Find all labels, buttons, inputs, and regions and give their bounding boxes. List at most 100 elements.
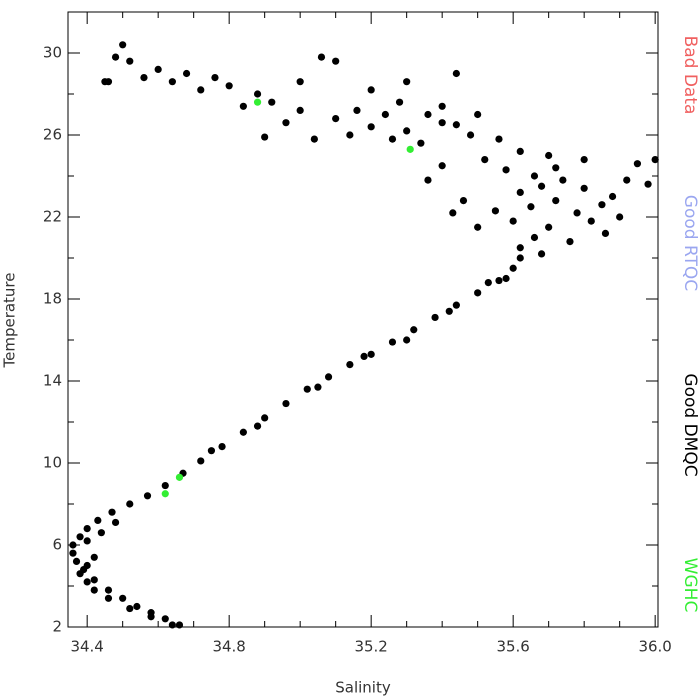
point <box>491 207 500 215</box>
point <box>424 176 432 184</box>
point <box>253 422 262 430</box>
point <box>367 350 375 358</box>
point <box>360 352 368 360</box>
legend-entry: WGHC <box>680 558 700 613</box>
point <box>474 289 482 297</box>
point <box>119 594 127 602</box>
point <box>197 457 205 465</box>
point <box>516 254 524 262</box>
point <box>261 414 269 422</box>
point <box>559 176 567 184</box>
point <box>616 213 624 221</box>
point <box>353 106 361 114</box>
point <box>143 492 152 500</box>
point <box>644 180 652 188</box>
y-tick-label: 26 <box>43 126 62 144</box>
point <box>388 135 397 143</box>
point <box>573 209 581 217</box>
point <box>527 203 535 211</box>
point <box>608 192 617 201</box>
x-tick-label: 35.6 <box>496 638 529 656</box>
y-tick-label: 22 <box>43 208 62 226</box>
point <box>516 188 524 196</box>
x-axis-label: Salinity <box>335 679 391 697</box>
point <box>332 115 340 123</box>
point <box>545 223 553 231</box>
point <box>268 98 276 106</box>
point <box>161 481 169 490</box>
point <box>211 74 219 82</box>
x-tick-label: 35.2 <box>354 638 387 656</box>
point <box>104 586 113 594</box>
point <box>282 119 290 127</box>
point <box>495 276 503 285</box>
point <box>509 264 517 272</box>
point <box>253 90 262 98</box>
point <box>346 361 354 369</box>
point <box>388 338 397 346</box>
y-tick-label: 30 <box>43 44 62 62</box>
point <box>424 110 432 119</box>
point <box>403 127 411 135</box>
legend-entry: Good DMQC <box>680 373 700 476</box>
point <box>406 145 414 153</box>
point <box>395 98 404 106</box>
point <box>168 621 176 629</box>
point <box>346 131 354 139</box>
y-tick-label: 14 <box>43 372 62 390</box>
point <box>516 244 524 252</box>
point <box>417 139 425 147</box>
point <box>516 147 524 155</box>
point <box>207 447 216 455</box>
point <box>502 274 510 283</box>
point <box>317 53 326 61</box>
point <box>83 525 91 533</box>
point <box>324 373 333 381</box>
point <box>83 578 91 586</box>
point <box>438 162 446 170</box>
y-tick-label: 18 <box>43 290 62 308</box>
point <box>502 166 510 174</box>
point <box>474 110 482 119</box>
point <box>101 78 109 86</box>
point <box>90 576 98 584</box>
legend-entry: Bad Data <box>680 36 700 115</box>
y-tick-label: 2 <box>52 618 62 636</box>
point <box>580 156 588 164</box>
point <box>452 121 460 129</box>
point <box>161 490 169 498</box>
point <box>69 549 77 557</box>
point <box>76 570 84 578</box>
point <box>459 197 468 205</box>
point <box>552 197 560 205</box>
point <box>410 326 418 334</box>
point <box>452 69 460 78</box>
point <box>545 151 553 160</box>
point <box>253 98 262 106</box>
point <box>530 172 539 180</box>
point <box>580 184 588 192</box>
point <box>104 594 113 602</box>
point <box>175 621 184 629</box>
point <box>438 102 446 110</box>
point <box>239 428 247 436</box>
point <box>445 307 453 315</box>
point <box>168 78 176 86</box>
point <box>225 82 233 90</box>
point <box>431 313 439 322</box>
point <box>296 78 304 86</box>
point <box>111 53 120 61</box>
point <box>484 279 492 287</box>
point <box>94 516 102 525</box>
point <box>495 135 503 143</box>
point <box>623 176 631 184</box>
point <box>474 223 482 231</box>
point <box>161 615 169 623</box>
point <box>314 383 322 391</box>
plot-frame <box>67 11 659 628</box>
point <box>537 182 546 190</box>
point <box>126 604 134 613</box>
point <box>601 229 610 237</box>
point <box>175 473 184 481</box>
